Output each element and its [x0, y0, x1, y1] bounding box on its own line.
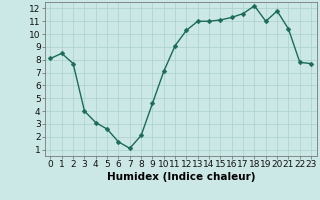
X-axis label: Humidex (Indice chaleur): Humidex (Indice chaleur)	[107, 172, 255, 182]
